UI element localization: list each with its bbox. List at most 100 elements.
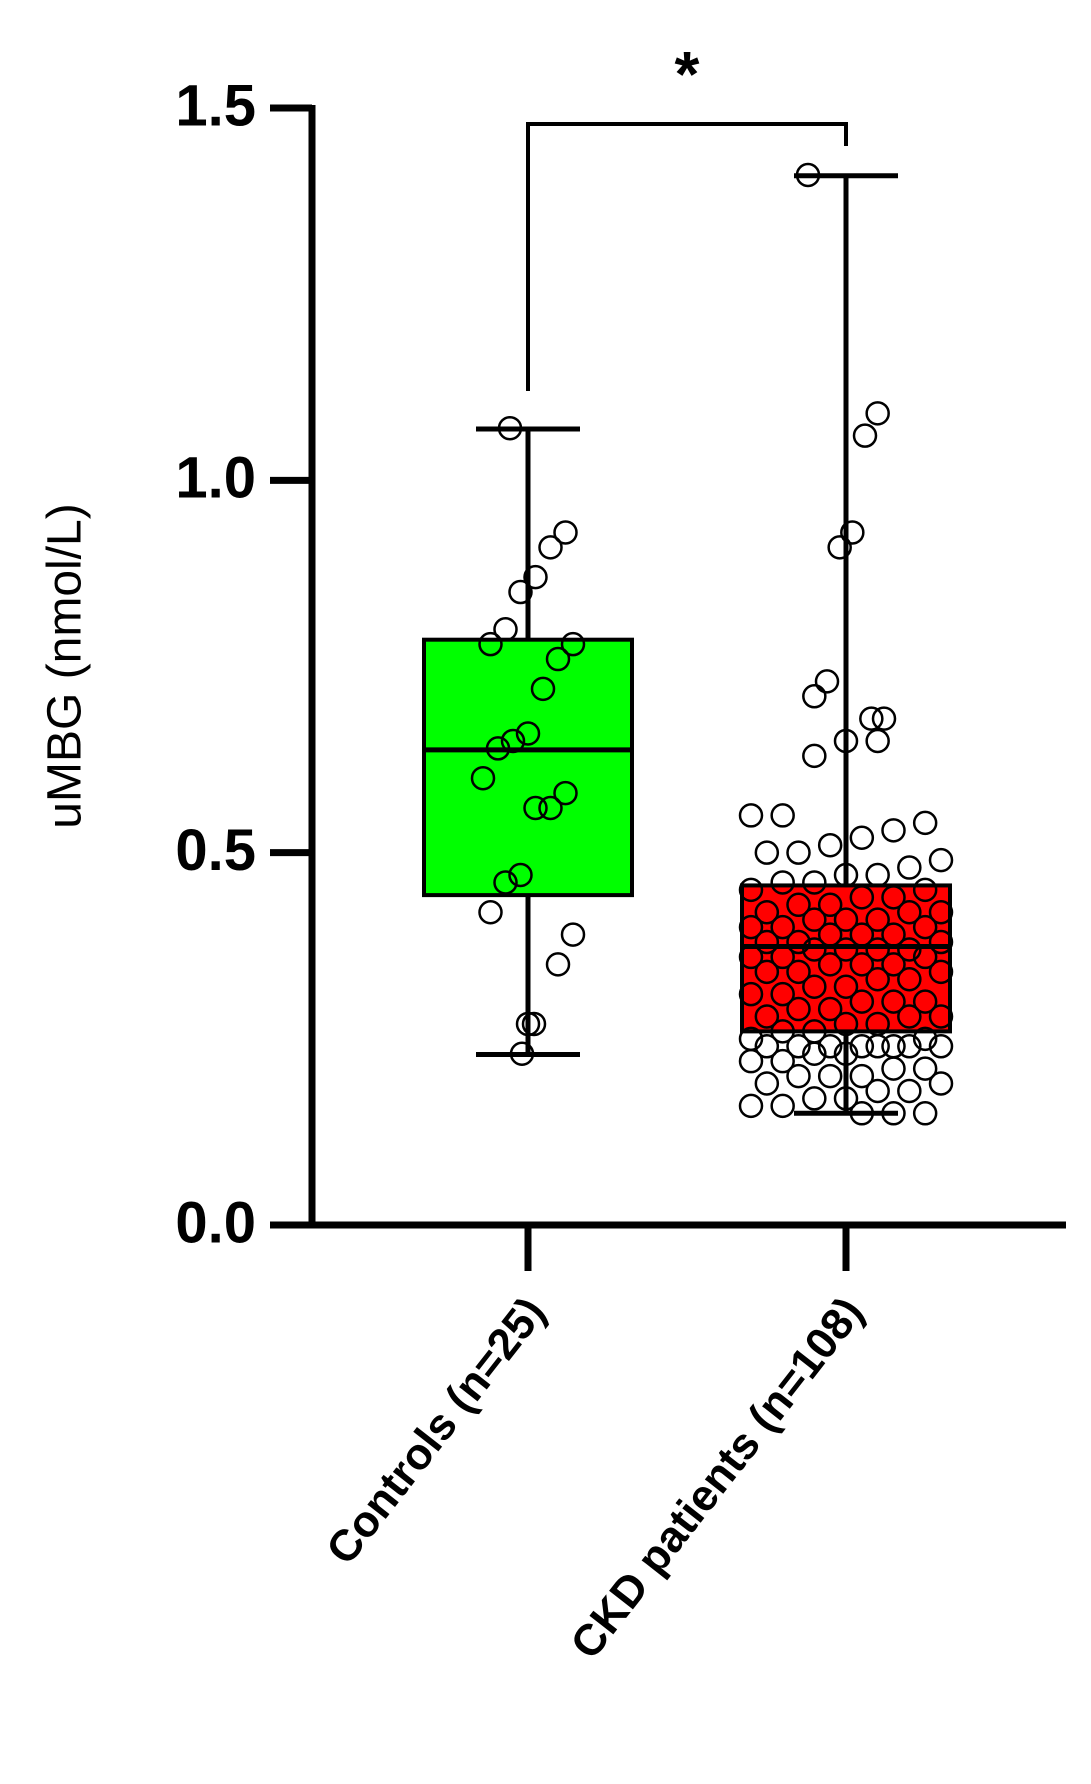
data-point <box>493 617 518 642</box>
data-point <box>786 1034 811 1059</box>
data-point <box>912 1026 938 1052</box>
data-point <box>786 1063 811 1089</box>
data-point <box>912 877 938 903</box>
data-point <box>786 996 811 1022</box>
data-point <box>478 631 503 657</box>
data-point <box>485 736 511 761</box>
data-point <box>827 535 852 560</box>
y-axis-label: uMBG (nmol/L) <box>39 503 92 828</box>
data-point <box>865 967 890 992</box>
x-tick-label: Controls (n=25) <box>317 1288 555 1573</box>
data-point <box>814 669 840 694</box>
significance-label: * <box>675 38 700 110</box>
data-point <box>470 765 496 791</box>
data-point <box>833 974 859 999</box>
data-point <box>817 996 843 1022</box>
data-point <box>865 401 890 426</box>
data-point <box>928 959 954 985</box>
data-point <box>770 1048 795 1074</box>
data-point <box>754 899 780 925</box>
data-point <box>912 1056 938 1081</box>
data-point <box>754 1034 780 1059</box>
data-point <box>833 937 859 962</box>
data-point <box>865 1034 890 1059</box>
y-tick-label: 0.0 <box>175 1190 256 1255</box>
data-point <box>545 952 571 977</box>
data-point <box>786 840 811 865</box>
data-point <box>754 1004 780 1029</box>
data-point <box>897 1034 922 1059</box>
data-point <box>859 706 884 731</box>
data-point <box>738 877 764 903</box>
data-point <box>928 1034 954 1059</box>
data-point <box>912 944 938 970</box>
data-point <box>849 922 875 947</box>
data-point <box>497 415 523 441</box>
data-point <box>897 967 922 992</box>
data-point <box>817 1063 843 1089</box>
data-point <box>754 1071 780 1096</box>
data-point <box>754 959 780 985</box>
data-point <box>849 885 875 910</box>
y-tick-label: 0.5 <box>175 818 256 883</box>
data-point <box>770 914 795 940</box>
data-point <box>560 922 586 947</box>
data-point <box>523 564 548 590</box>
data-point <box>817 832 843 858</box>
data-point <box>881 922 906 947</box>
data-point <box>738 914 764 940</box>
data-point <box>786 959 811 985</box>
data-point <box>928 847 954 873</box>
x-tick-label: CKD patients (n=108) <box>561 1288 873 1668</box>
data-point <box>802 937 827 962</box>
data-point <box>738 944 764 970</box>
data-point <box>840 520 865 545</box>
data-point <box>478 899 503 925</box>
data-point <box>754 929 780 955</box>
data-point <box>881 818 906 843</box>
data-point <box>928 899 954 925</box>
data-point <box>849 1101 875 1126</box>
data-point <box>912 914 938 940</box>
data-point <box>770 981 795 1007</box>
data-point <box>881 989 906 1014</box>
data-point <box>738 1093 764 1119</box>
significance-bracket <box>526 122 848 391</box>
data-point <box>928 1071 954 1096</box>
data-point <box>817 952 843 977</box>
data-point <box>871 706 897 731</box>
data-point <box>802 743 827 769</box>
data-point <box>770 803 795 828</box>
box <box>422 637 634 898</box>
data-point <box>770 1019 795 1044</box>
data-point <box>852 423 878 448</box>
data-point <box>802 1086 827 1111</box>
data-point <box>802 684 827 709</box>
data-point <box>802 1041 827 1066</box>
data-point <box>521 1011 547 1037</box>
data-point <box>833 862 859 888</box>
data-point <box>553 780 578 806</box>
data-point <box>849 1063 875 1089</box>
data-point <box>865 862 890 888</box>
data-point <box>500 728 526 754</box>
data-point <box>538 535 563 560</box>
data-point <box>897 855 922 880</box>
data-point <box>817 892 843 918</box>
data-point <box>865 907 890 932</box>
data-point <box>897 899 922 925</box>
data-point <box>833 728 859 754</box>
data-point <box>897 1004 922 1029</box>
data-point <box>508 579 533 605</box>
data-point <box>770 944 795 970</box>
data-point <box>912 1101 938 1126</box>
data-point <box>928 929 954 955</box>
data-point <box>523 795 548 821</box>
data-point <box>849 1034 875 1059</box>
data-point <box>849 825 875 851</box>
data-point <box>912 989 938 1014</box>
data-point <box>833 1041 859 1066</box>
data-point <box>786 929 811 955</box>
